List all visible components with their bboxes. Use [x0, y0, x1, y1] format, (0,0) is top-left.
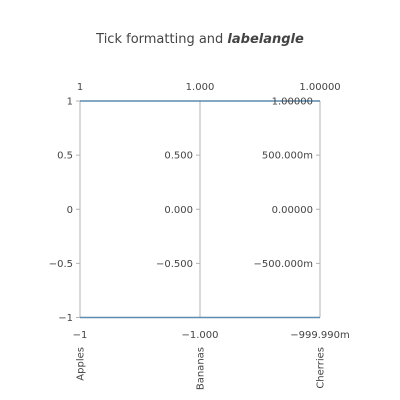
labels-layer: 1 0.5 0 −0.5 −1 1 −1 Apples 0.500 0.000 −0.500 1.00…	[49, 82, 350, 390]
dimension-label: Bananas	[196, 347, 207, 390]
dimension-label: Cherries	[316, 347, 327, 389]
axis-tick-label: 0.500	[164, 151, 193, 162]
axis-top-label: 1	[77, 82, 83, 93]
chart-title-plain: Tick formatting and	[95, 32, 227, 47]
axis-tick-label: 0.5	[57, 151, 73, 162]
axis-top-label: 1.00000	[299, 82, 340, 93]
axis-bottom-label: −999.990m	[290, 330, 349, 341]
axis-bottom-label: −1	[73, 330, 88, 341]
axis-tick-label: 1.00000	[272, 97, 313, 108]
chart-title-emphasis: labelangle	[227, 32, 304, 47]
axis-tick-label: −0.500	[156, 259, 193, 270]
chart-title: Tick formatting and labelangle	[95, 32, 304, 47]
dimension-label: Apples	[76, 347, 87, 381]
axis-tick-label: 0.000	[164, 205, 193, 216]
axis-tick-label: −1	[58, 313, 73, 324]
axis-tick-label: −0.5	[49, 259, 73, 270]
axis-tick-label: −500.000m	[254, 259, 313, 270]
axis-tick-label: 500.000m	[262, 151, 313, 162]
axis-top-label: 1.000	[186, 82, 215, 93]
axis-bottom-label: −1.000	[181, 330, 218, 341]
axis-tick-label: 0	[67, 205, 73, 216]
axis-tick-label: 0.00000	[272, 205, 313, 216]
axis-tick-label: 1	[67, 97, 73, 108]
